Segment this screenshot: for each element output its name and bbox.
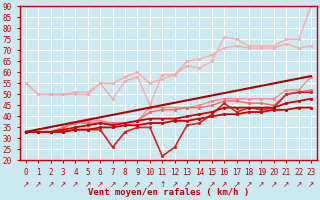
X-axis label: Vent moyen/en rafales ( km/h ): Vent moyen/en rafales ( km/h ) xyxy=(88,188,249,197)
